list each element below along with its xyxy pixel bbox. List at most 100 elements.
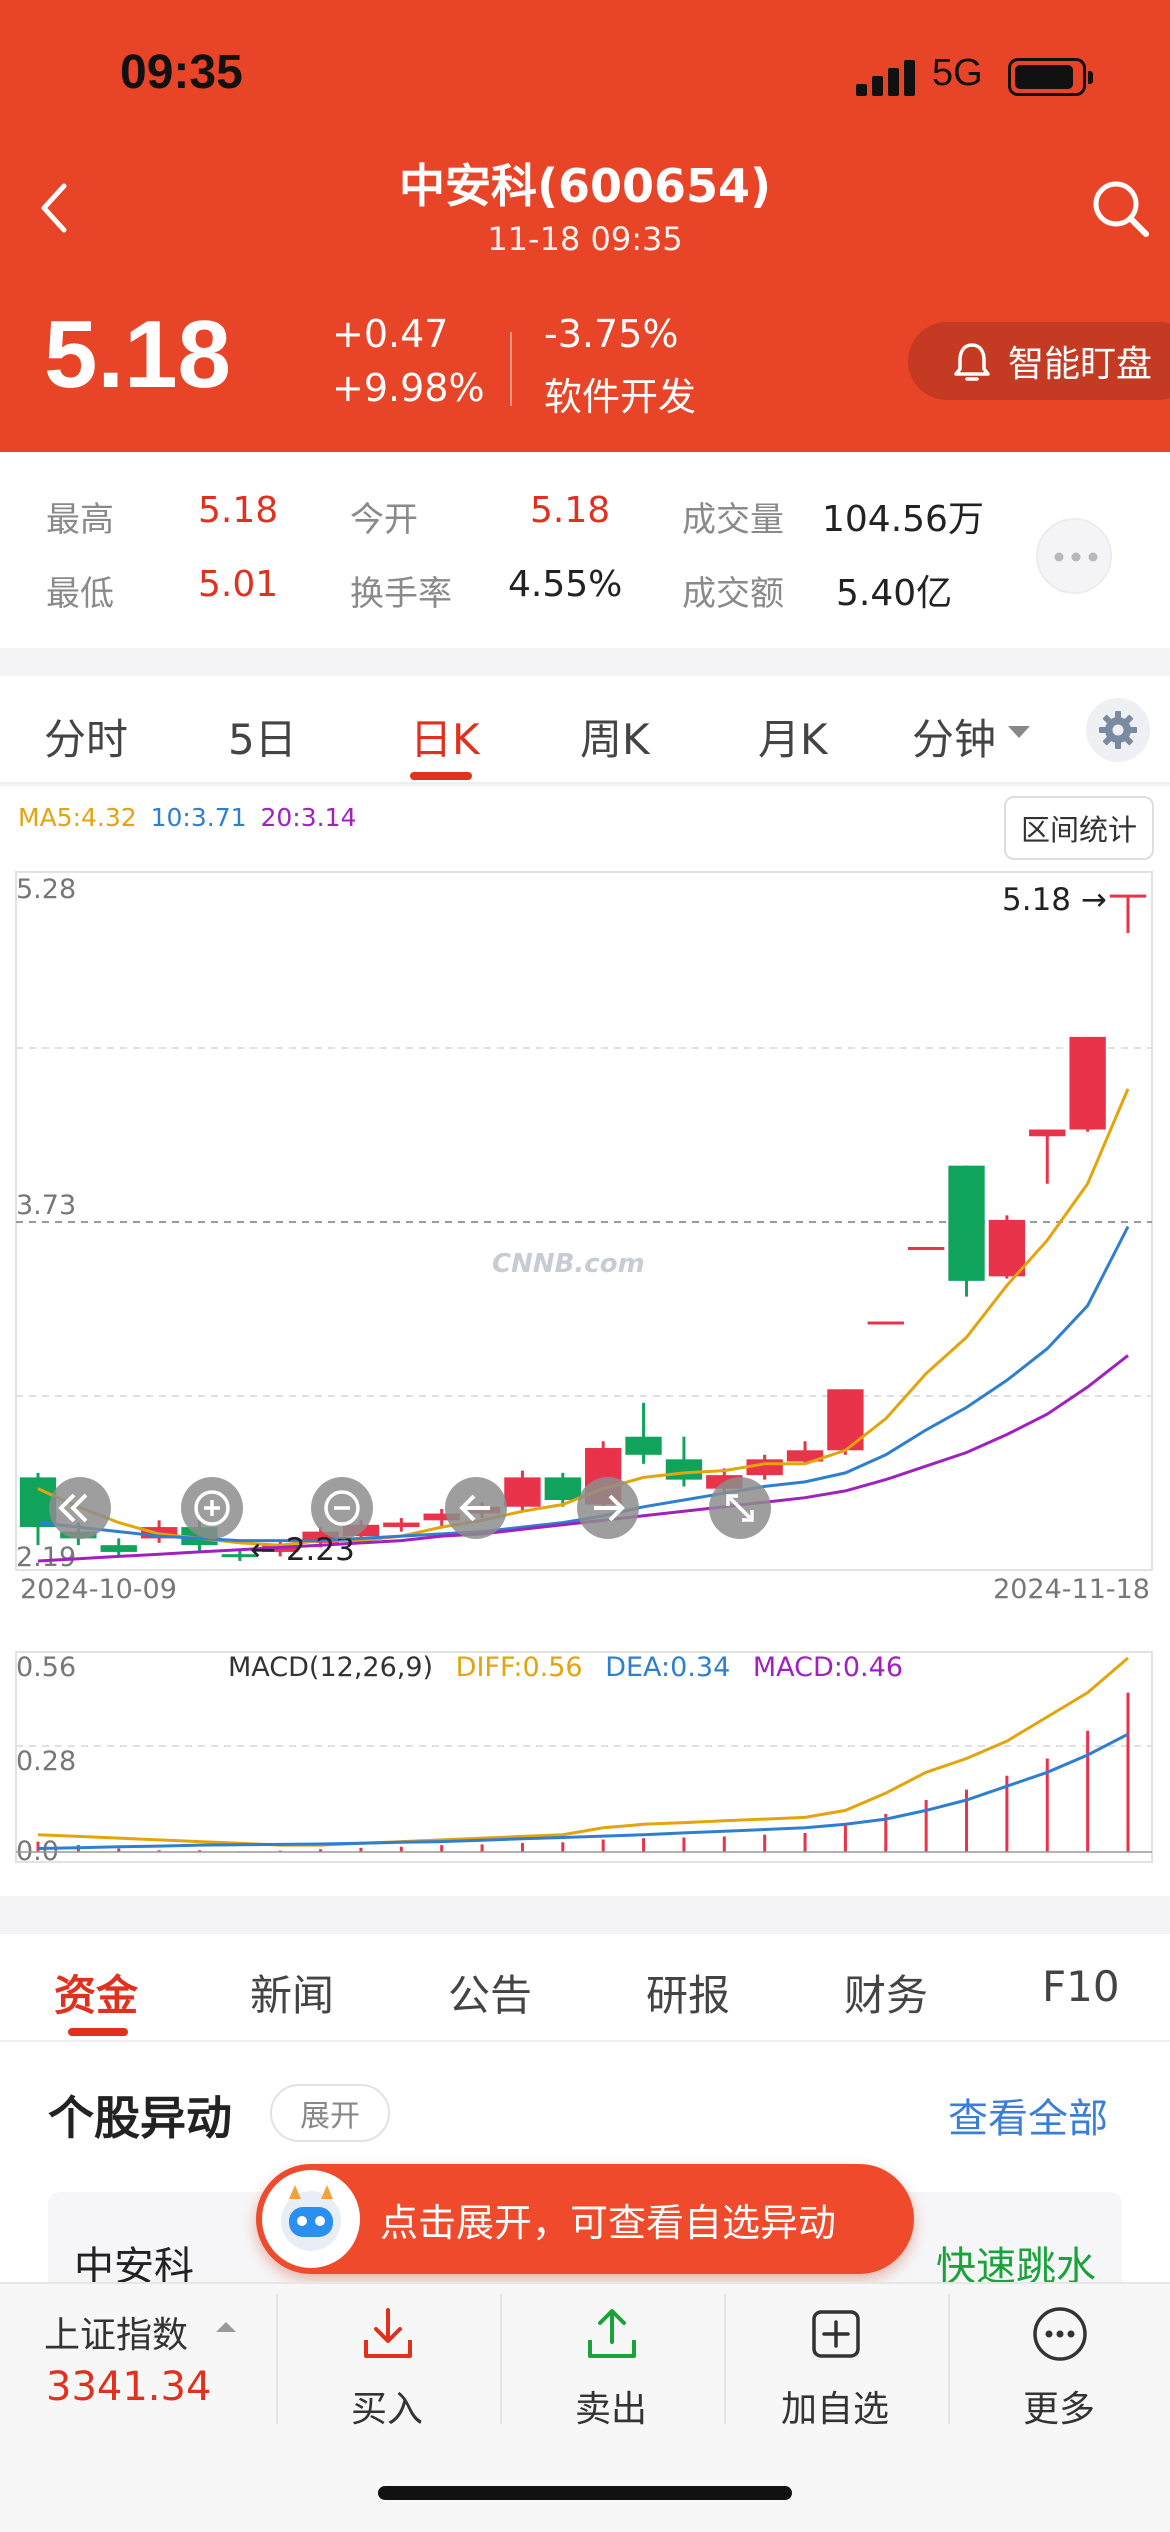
candle-body — [302, 1531, 339, 1543]
caret-up-icon — [216, 2322, 236, 2332]
candle-body — [867, 1321, 904, 1325]
tab-daily-k[interactable]: 日K — [410, 715, 480, 764]
tab-5day[interactable]: 5日 — [228, 715, 297, 764]
buy-label: 买入 — [350, 2389, 423, 2430]
tab-finance[interactable]: 财务 — [844, 1971, 929, 2020]
candle-body — [988, 1219, 1026, 1277]
header-divider — [510, 332, 512, 406]
macd-axis-mid: 0.28 — [16, 1746, 76, 1777]
chart-panel: MA5:4.32 10:3.71 20:3.14 5.28 3.73 2.19 … — [0, 786, 1170, 1896]
ma5-line — [37, 1088, 1130, 1547]
expand-button[interactable]: 展开 — [270, 2084, 390, 2142]
divider — [724, 2294, 726, 2424]
bell-icon — [954, 343, 990, 381]
kline-tabs: 分时 5日 日K 周K 月K 分钟 — [0, 676, 1170, 784]
back-icon[interactable] — [34, 178, 74, 238]
tooltip-text: 点击展开，可查看自选异动 — [380, 2200, 837, 2245]
kline-chart[interactable]: MA5:4.32 10:3.71 20:3.14 5.28 3.73 2.19 … — [0, 786, 1170, 1896]
watermark-text: CNNB.com — [492, 1249, 645, 1279]
y-axis-top: 5.28 — [16, 874, 76, 905]
status-time: 09:35 — [120, 46, 243, 99]
x-axis-start: 2024-10-09 — [20, 1574, 177, 1605]
sell-label: 卖出 — [574, 2389, 647, 2430]
candle-body — [504, 1477, 541, 1507]
candle-body — [1069, 1036, 1106, 1130]
zoom-out-button[interactable] — [311, 1477, 373, 1539]
macd-legend-name: MACD(12,26,9) — [228, 1652, 433, 1683]
add-watchlist-button[interactable]: 加自选 — [724, 2284, 946, 2434]
section-title: 个股异动 — [48, 2091, 232, 2145]
index-name[interactable]: 上证指数 — [44, 2315, 189, 2356]
tab-research[interactable]: 研报 — [646, 1971, 731, 2020]
current-price: 5.18 — [44, 301, 231, 408]
tab-weekly-k[interactable]: 周K — [580, 715, 650, 764]
home-indicator — [378, 2486, 792, 2500]
quote-time: 11-18 09:35 — [487, 220, 683, 258]
tab-announcements[interactable]: 公告 — [448, 1971, 533, 2020]
scroll-start-button[interactable] — [49, 1477, 111, 1539]
y-axis-mid: 3.73 — [16, 1190, 76, 1221]
candle-body — [786, 1450, 824, 1462]
tab-minute[interactable]: 分钟 — [912, 715, 997, 764]
tab-intraday[interactable]: 分时 — [44, 715, 129, 764]
tab-monthly-k[interactable]: 月K — [758, 715, 828, 764]
open-label: 今开 — [350, 500, 418, 540]
zoom-in-button[interactable] — [181, 1477, 243, 1539]
index-value: 3341.34 — [46, 2364, 212, 2410]
svg-text:MACD(12,26,9) DIFF:0.56: MACD(12,26,9) DIFF:0.56 DEA:0.34 MACD:0.… — [228, 1652, 903, 1683]
ma10-legend: 10:3.71 — [151, 803, 247, 832]
smart-watch-button[interactable]: 智能盯盘 — [908, 322, 1170, 400]
dropdown-caret-icon[interactable] — [1006, 724, 1032, 740]
candle-body — [625, 1436, 662, 1455]
macd-axis-top: 0.56 — [16, 1652, 76, 1683]
quote-stats: 最高 5.18 今开 5.18 成交量 104.56万 最低 5.01 换手率 … — [0, 452, 1170, 648]
turnover-label: 换手率 — [350, 574, 452, 614]
sector-change: -3.75% — [544, 312, 679, 356]
upload-icon — [588, 2309, 636, 2358]
ellipsis-icon — [1054, 552, 1098, 562]
tab-capital[interactable]: 资金 — [54, 1971, 139, 2020]
sell-button[interactable]: 卖出 — [500, 2284, 722, 2434]
candle-body — [423, 1513, 460, 1521]
sector-name[interactable]: 软件开发 — [544, 375, 697, 419]
x-axis-end: 2024-11-18 — [993, 1574, 1150, 1605]
battery-icon — [1008, 58, 1093, 96]
tab-news[interactable]: 新闻 — [250, 1971, 335, 2020]
macd-legend-dea: DEA:0.34 — [605, 1652, 730, 1683]
add-watchlist-label: 加自选 — [780, 2389, 889, 2430]
robot-mascot-icon — [262, 2170, 360, 2268]
price-change-percent: +9.98% — [332, 366, 485, 410]
macd-frame — [15, 1651, 1153, 1863]
y-axis-bottom: 2.19 — [16, 1542, 76, 1573]
fullscreen-button[interactable] — [709, 1477, 771, 1539]
candle-body — [948, 1165, 985, 1281]
amount-label: 成交额 — [682, 574, 784, 614]
candle-body — [1029, 1129, 1066, 1137]
candle-body — [100, 1545, 137, 1552]
buy-button[interactable]: 买入 — [276, 2284, 498, 2434]
candle-body — [907, 1246, 945, 1250]
stock-title: 中安科(600654) — [398, 159, 772, 213]
view-all-link[interactable]: 查看全部 — [948, 2096, 1108, 2142]
stock-header: 09:35 5G 中安科(600654) 11-18 09:35 5.18 +0… — [0, 0, 1170, 452]
range-stats-button[interactable]: 区间统计 — [1004, 796, 1154, 860]
chart-settings-button[interactable] — [1086, 698, 1150, 762]
divider — [500, 2294, 502, 2424]
ma20-legend: 20:3.14 — [260, 803, 356, 832]
signal-icon — [856, 58, 916, 96]
network-label: 5G — [932, 52, 983, 94]
max-price-annotation: 5.18 → — [1002, 882, 1107, 918]
open-value: 5.18 — [530, 490, 611, 531]
more-button[interactable]: 更多 — [948, 2284, 1170, 2434]
info-tabs: 资金 新闻 公告 研报 财务 F10 — [0, 1934, 1170, 2042]
macd-legend-macd: MACD:0.46 — [753, 1652, 903, 1683]
smart-watch-label: 智能盯盘 — [1008, 344, 1153, 385]
divider — [276, 2294, 278, 2424]
tab-f10[interactable]: F10 — [1042, 1962, 1120, 2011]
high-value: 5.18 — [198, 490, 279, 531]
more-stats-button[interactable] — [1036, 518, 1112, 594]
scroll-left-button[interactable] — [445, 1477, 507, 1539]
search-icon[interactable] — [1088, 176, 1154, 242]
scroll-right-button[interactable] — [577, 1477, 639, 1539]
tooltip-banner[interactable]: 点击展开，可查看自选异动 — [256, 2164, 914, 2274]
